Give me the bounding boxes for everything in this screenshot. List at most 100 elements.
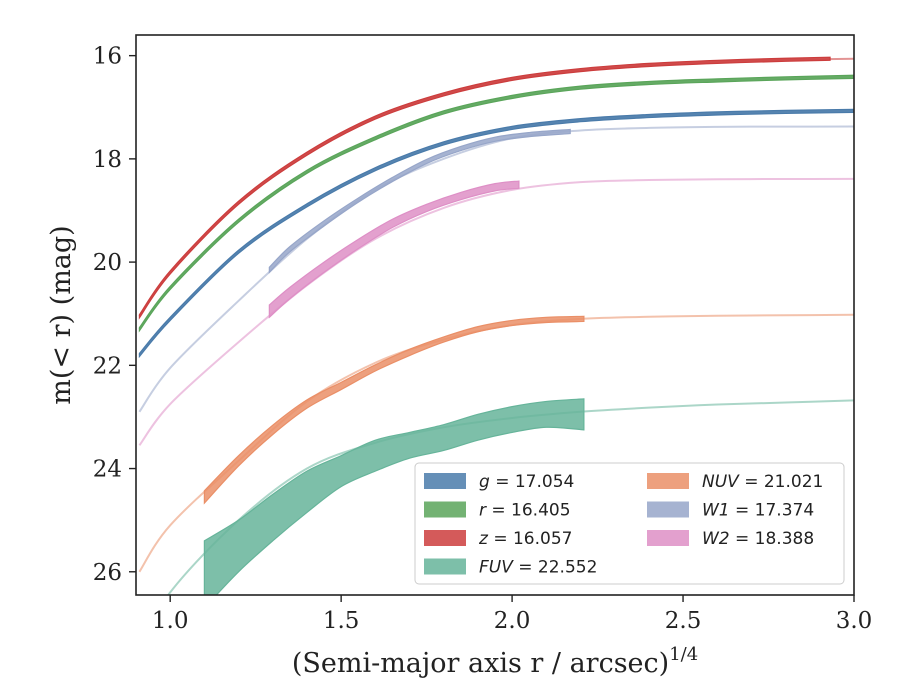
- x-tick-label: 2.0: [494, 608, 531, 634]
- data-point-z: [580, 69, 582, 71]
- data-point-z: [375, 117, 377, 119]
- data-band-nuv: [203, 315, 585, 505]
- series-fuv: [203, 398, 585, 595]
- data-point-r: [169, 287, 171, 289]
- series-g: [138, 108, 854, 359]
- legend-label-z: z = 16.057: [478, 529, 572, 549]
- data-point-g: [716, 113, 718, 115]
- legend-swatch-nuv: [647, 473, 689, 489]
- x-tick-label: 1.5: [323, 608, 360, 634]
- data-point-w1: [323, 223, 325, 225]
- data-point-w2: [494, 186, 496, 188]
- data-band-w1: [268, 128, 571, 274]
- data-point-g: [238, 251, 240, 253]
- legend: g = 17.054 r = 16.405 z = 16.057 FUV = 22.5…: [414, 462, 845, 585]
- data-point-w2: [426, 207, 428, 209]
- y-tick-label: 22: [93, 353, 122, 379]
- data-point-nuv: [477, 328, 479, 330]
- series-nuv: [203, 315, 585, 505]
- y-axis: 16 18 20 22 24 26: [93, 44, 136, 586]
- legend-label-nuv: NUV = 21.021: [702, 472, 823, 492]
- model-curve-w2: [138, 177, 854, 446]
- data-point-g: [580, 119, 582, 121]
- legend-swatch-z: [424, 530, 466, 546]
- data-point-w1: [569, 131, 571, 133]
- data-point-nuv: [583, 318, 585, 320]
- y-tick-label: 16: [93, 44, 122, 70]
- legend-swatch-w2: [647, 530, 689, 546]
- data-point-r: [306, 171, 308, 173]
- data-point-z: [829, 58, 831, 60]
- legend-swatch-fuv: [424, 558, 466, 575]
- x-axis: 1.0 1.5 2.0 2.5 3.0: [152, 595, 872, 634]
- series-w2: [268, 180, 520, 319]
- data-point-g: [443, 143, 445, 145]
- legend-label-w1: W1 = 17.374: [702, 501, 814, 521]
- legend-label-g: g = 17.054: [479, 472, 574, 492]
- data-band-w2: [268, 180, 520, 319]
- data-point-w1: [289, 248, 291, 250]
- data-point-r: [139, 328, 141, 330]
- data-point-r: [648, 82, 650, 84]
- data-point-w1: [460, 148, 462, 150]
- series-z: [138, 56, 831, 320]
- data-point-nuv: [375, 367, 377, 369]
- data-point-z: [139, 315, 141, 317]
- data-point-g: [648, 115, 650, 117]
- data-point-g: [375, 168, 377, 170]
- legend-label-fuv: FUV = 22.552: [479, 558, 597, 578]
- data-point-r: [716, 80, 718, 82]
- y-axis-label: m(< r) (mag): [46, 225, 77, 404]
- legend-label-r: r = 16.405: [479, 501, 571, 521]
- data-point-w1: [392, 179, 394, 181]
- x-tick-label: 3.0: [836, 608, 873, 634]
- data-point-fuv: [238, 545, 240, 547]
- legend-label-w2: W2 = 18.388: [702, 529, 814, 549]
- data-point-g: [785, 111, 787, 113]
- data-point-g: [511, 127, 513, 129]
- y-tick-label: 20: [93, 250, 122, 276]
- data-point-z: [443, 94, 445, 96]
- data-point-z: [238, 202, 240, 204]
- data-point-r: [511, 96, 513, 98]
- data-point-w1: [494, 138, 496, 140]
- data-point-z: [648, 64, 650, 66]
- data-point-z: [169, 272, 171, 274]
- model-curve-w1: [138, 125, 854, 413]
- x-tick-label: 1.0: [152, 608, 189, 634]
- data-point-fuv: [477, 426, 479, 428]
- data-point-g: [139, 354, 141, 356]
- legend-swatch-g: [424, 473, 466, 489]
- data-point-w2: [357, 243, 359, 245]
- data-band-fuv: [203, 398, 585, 595]
- series-w1: [268, 128, 571, 274]
- x-axis-label: (Semi-major axis r / arcsec)1/4: [292, 644, 698, 679]
- legend-swatch-r: [424, 501, 466, 518]
- data-point-z: [716, 61, 718, 63]
- y-tick-label: 26: [93, 560, 122, 586]
- data-point-r: [238, 220, 240, 222]
- data-point-fuv: [545, 414, 547, 416]
- data-point-nuv: [306, 403, 308, 405]
- data-point-nuv: [545, 319, 547, 321]
- data-point-fuv: [583, 414, 585, 416]
- data-point-w1: [357, 199, 359, 201]
- data-point-z: [306, 153, 308, 155]
- plot-frame: [135, 34, 855, 596]
- data-point-r: [375, 137, 377, 139]
- series-layer: [138, 56, 854, 595]
- y-tick-label: 18: [93, 147, 122, 173]
- data-band-z: [138, 56, 831, 320]
- data-point-nuv: [340, 385, 342, 387]
- data-point-r: [785, 78, 787, 80]
- data-point-nuv: [409, 352, 411, 354]
- data-point-z: [511, 78, 513, 80]
- data-point-nuv: [238, 460, 240, 462]
- data-point-w2: [289, 292, 291, 294]
- data-point-w2: [392, 223, 394, 225]
- data-point-fuv: [340, 470, 342, 472]
- data-point-nuv: [443, 339, 445, 341]
- data-point-w2: [323, 266, 325, 268]
